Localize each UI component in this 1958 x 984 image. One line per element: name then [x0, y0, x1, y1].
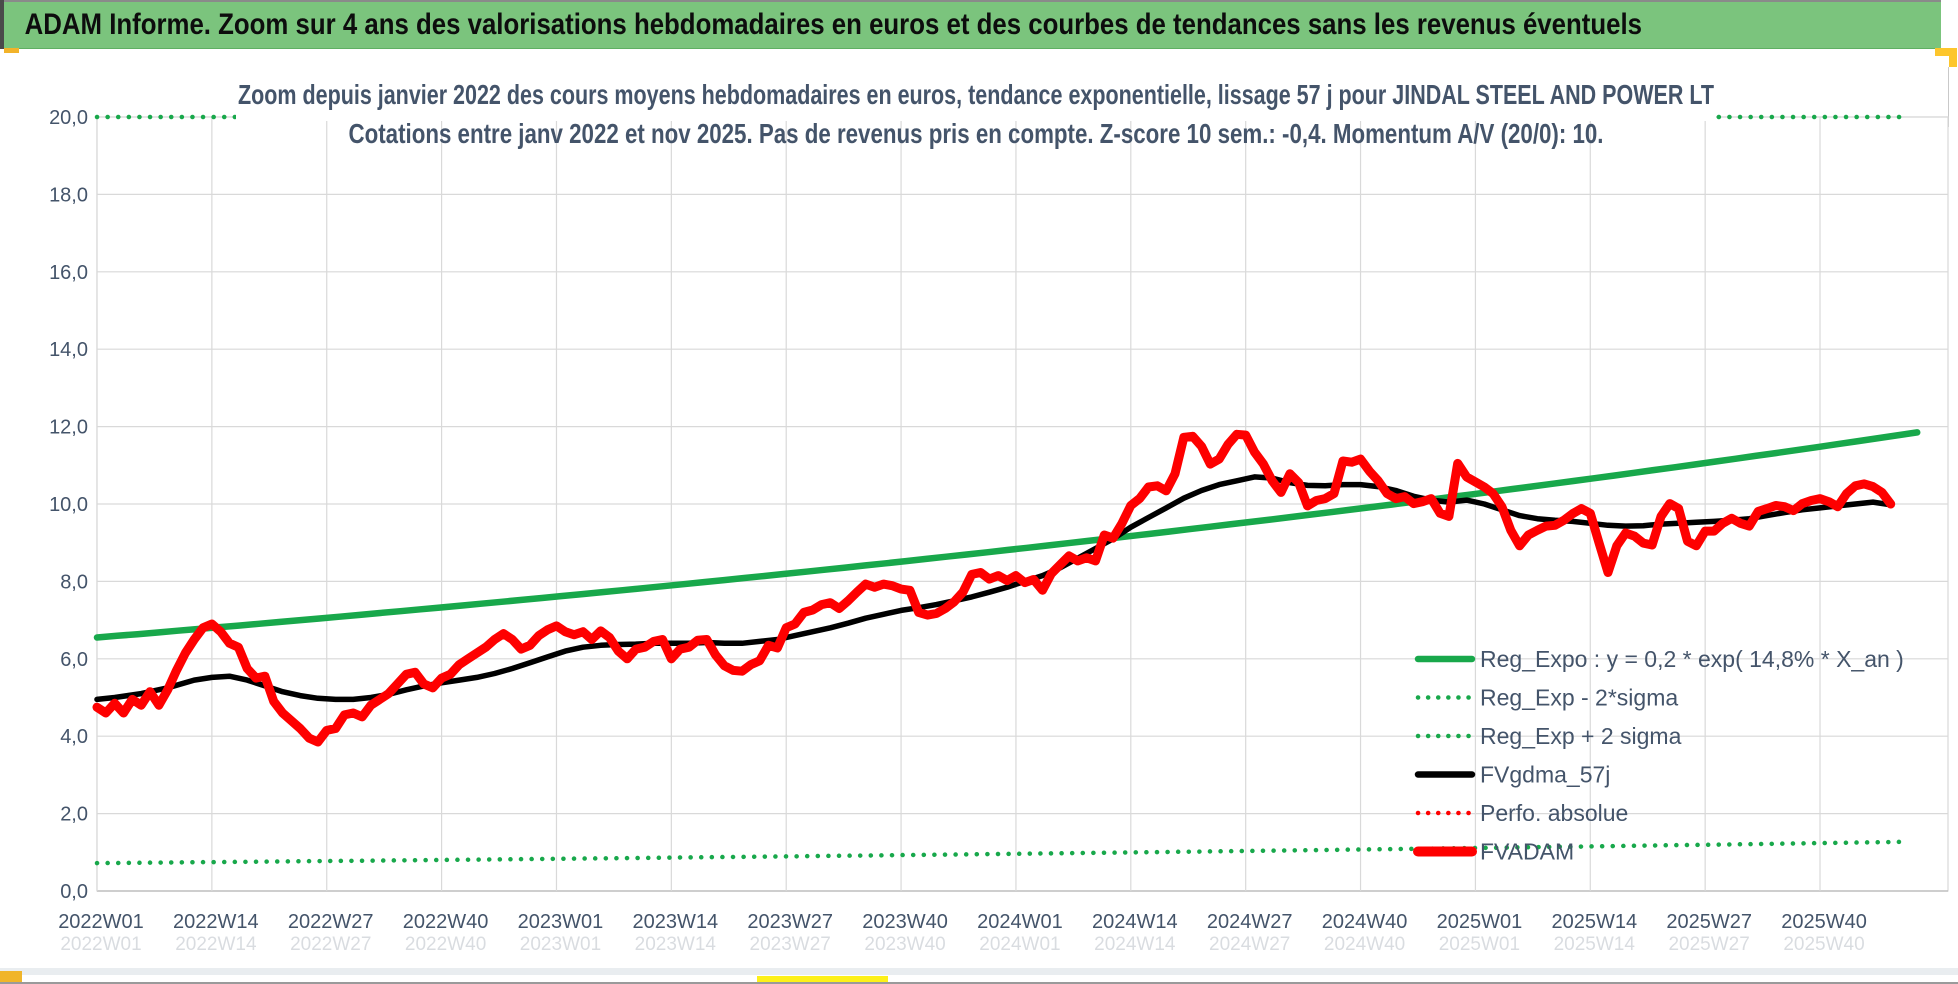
- x-tick-label: 2024W14: [1092, 911, 1178, 933]
- x-tick-label: 2022W14: [173, 911, 259, 933]
- window-left-border: [0, 0, 4, 49]
- legend-item: Reg_Exp - 2*sigma: [1415, 685, 1678, 711]
- y-tick-label: 12,0: [49, 417, 88, 439]
- x-tick-label: 2023W27: [747, 911, 833, 933]
- top-right-corner-accent: [1935, 48, 1957, 56]
- right-edge-line: [1948, 67, 1949, 127]
- x-tick-label-ghost: 2024W27: [1209, 934, 1290, 955]
- x-tick-label-ghost: 2025W01: [1439, 934, 1520, 955]
- y-tick-label: 20,0: [49, 107, 88, 129]
- x-tick-label-ghost: 2023W14: [635, 934, 717, 955]
- x-tick-label: 2023W40: [862, 911, 948, 933]
- x-tick-label-ghost: 2022W01: [60, 934, 141, 955]
- legend-label: Reg_Expo : y = 0,2 * exp( 14,8% * X_an ): [1480, 646, 1904, 672]
- legend-item: FVgdma_57j: [1414, 762, 1610, 788]
- x-tick-label-ghost: 2023W27: [750, 934, 831, 955]
- x-tick-label: 2025W40: [1781, 911, 1867, 933]
- x-tick-label-ghost: 2024W40: [1324, 934, 1405, 955]
- x-tick-label-ghost: 2023W01: [520, 934, 601, 955]
- legend-label: FVADAM: [1480, 839, 1574, 865]
- horizontal-scrollbar-track: [0, 968, 1958, 975]
- window-top-border: [0, 0, 1941, 2]
- x-tick-label-ghost: 2025W14: [1554, 934, 1636, 955]
- x-tick-label: 2024W01: [977, 911, 1063, 933]
- y-tick-label: 4,0: [60, 726, 88, 748]
- series-reg-expo: [93, 429, 1921, 641]
- x-tick-label-ghost: 2025W40: [1783, 934, 1864, 955]
- x-tick-label-ghost: 2025W27: [1668, 934, 1749, 955]
- x-tick-label: 2024W40: [1322, 911, 1408, 933]
- y-tick-label: 8,0: [60, 571, 88, 593]
- legend-item: FVADAM: [1413, 839, 1574, 865]
- series-fvadam: [92, 429, 1896, 747]
- y-tick-label: 0,0: [60, 881, 88, 903]
- series-reg-exp: [94, 839, 1902, 866]
- y-tick-label: 10,0: [49, 494, 88, 516]
- bottom-left-accent: [0, 971, 22, 982]
- x-tick-label: 2023W01: [518, 911, 604, 933]
- window-bottom-border: [0, 982, 1958, 984]
- x-tick-label: 2023W14: [633, 911, 719, 933]
- header-bar: ADAM Informe. Zoom sur 4 ans des valoris…: [4, 2, 1941, 49]
- x-tick-label-ghost: 2024W01: [979, 934, 1060, 955]
- header-left-accent: [4, 48, 19, 53]
- chart-title-line1: Zoom depuis janvier 2022 des cours moyen…: [238, 79, 1714, 110]
- x-tick-label: 2022W01: [58, 911, 144, 933]
- legend-item: Reg_Exp + 2 sigma: [1415, 723, 1682, 749]
- x-tick-label: 2022W27: [288, 911, 374, 933]
- x-tick-label-ghost: 2022W27: [290, 934, 371, 955]
- x-tick-label-ghost: 2023W40: [864, 934, 945, 955]
- x-tick-label: 2025W27: [1666, 911, 1752, 933]
- y-tick-label: 18,0: [49, 184, 88, 206]
- chart-title-background: [236, 72, 1716, 121]
- y-tick-label: 16,0: [49, 262, 88, 284]
- top-right-corner-accent-side: [1949, 48, 1957, 67]
- x-tick-label: 2025W14: [1551, 911, 1637, 933]
- legend-label: FVgdma_57j: [1480, 762, 1610, 788]
- legend-label: Perfo. absolue: [1480, 800, 1628, 826]
- header-title: ADAM Informe. Zoom sur 4 ans des valoris…: [24, 8, 1642, 41]
- x-tick-label: 2025W01: [1437, 911, 1523, 933]
- y-tick-label: 6,0: [60, 649, 88, 671]
- x-tick-label-ghost: 2022W40: [405, 934, 486, 955]
- legend-item: Perfo. absolue: [1415, 800, 1628, 826]
- chart-title-line2: Cotations entre janv 2022 et nov 2025. P…: [349, 118, 1604, 149]
- legend-item: Reg_Expo : y = 0,2 * exp( 14,8% * X_an ): [1414, 646, 1904, 672]
- y-tick-label: 14,0: [49, 339, 88, 361]
- y-tick-label: 2,0: [60, 804, 88, 826]
- x-tick-label-ghost: 2022W14: [175, 934, 257, 955]
- horizontal-scrollbar-thumb[interactable]: [757, 976, 888, 982]
- legend-label: Reg_Exp - 2*sigma: [1480, 685, 1678, 711]
- x-tick-label: 2022W40: [403, 911, 489, 933]
- x-tick-label-ghost: 2024W14: [1094, 934, 1176, 955]
- x-tick-label: 2024W27: [1207, 911, 1293, 933]
- legend-label: Reg_Exp + 2 sigma: [1480, 723, 1682, 749]
